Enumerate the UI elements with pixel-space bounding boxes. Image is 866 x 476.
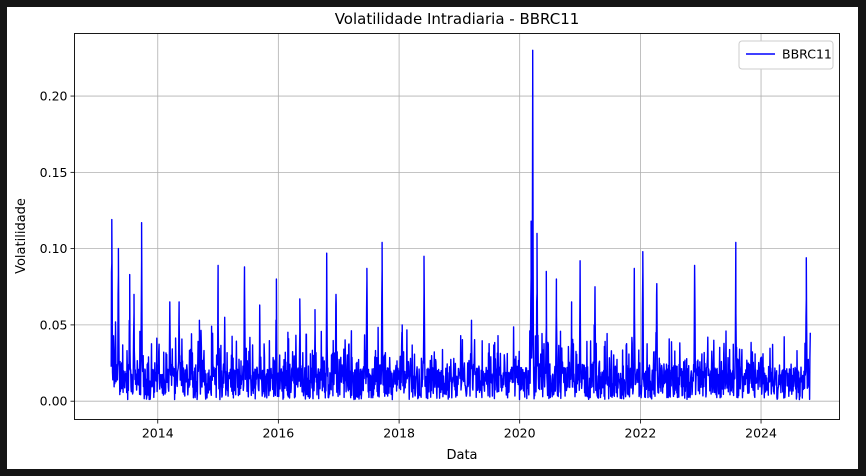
y-tick-label-0.10: 0.10 [40, 241, 68, 256]
y-axis-label: Volatilidade [14, 198, 29, 274]
x-tick-label-2016: 2016 [262, 426, 294, 441]
legend: BBRC11 [738, 40, 834, 70]
chart-title: Volatilidade Intradiaria - BBRC11 [335, 10, 580, 28]
x-tick-label-2024: 2024 [745, 426, 777, 441]
legend-entry-bbrc11: BBRC11 [782, 47, 832, 62]
series-layer [110, 49, 811, 401]
legend-box [738, 40, 834, 70]
x-tick-label-2018: 2018 [383, 426, 415, 441]
x-axis-label: Data [446, 448, 477, 463]
y-tick-label-0.00: 0.00 [40, 394, 68, 409]
x-tick-label-2020: 2020 [504, 426, 536, 441]
x-tick-label-2014: 2014 [142, 426, 174, 441]
series-line-bbrc11 [110, 49, 811, 401]
y-tick-label-0.05: 0.05 [40, 317, 68, 332]
line-chart: 2014 2016 2018 2020 2022 2024 0.00 0.05 0.10 0.15… [14, 10, 840, 463]
figure-canvas: 2014 2016 2018 2020 2022 2024 0.00 0.05 0.10 0.15… [7, 7, 858, 469]
y-tick-label-0.15: 0.15 [40, 165, 68, 180]
axis-ticks: 2014 2016 2018 2020 2022 2024 0.00 0.05 0.10 0.15… [40, 89, 777, 441]
grid-lines [74, 33, 840, 420]
plot-area-border [74, 33, 840, 420]
x-tick-label-2022: 2022 [625, 426, 657, 441]
y-tick-label-0.20: 0.20 [40, 89, 68, 104]
